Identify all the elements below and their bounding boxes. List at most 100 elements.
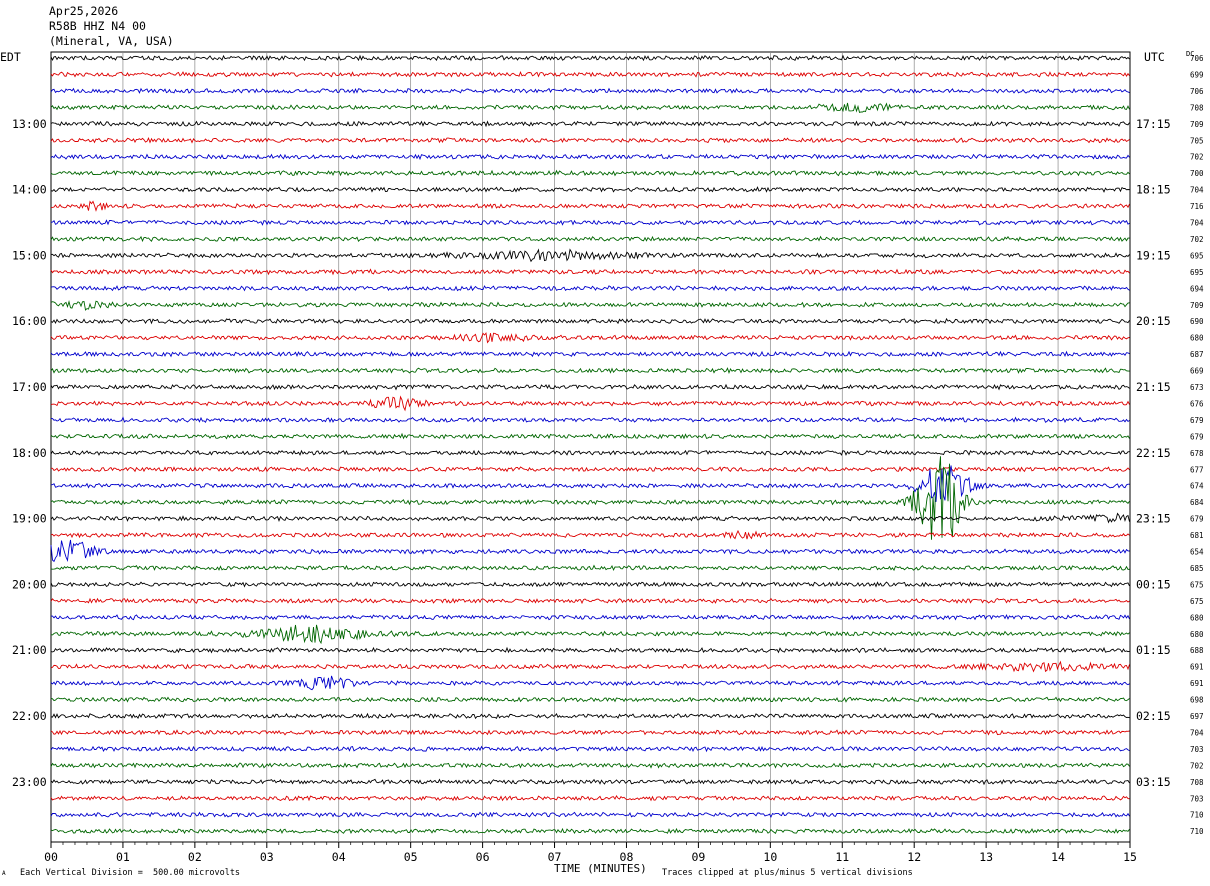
dc-offset-8: 700 <box>1190 169 1204 178</box>
dc-offset-41: 697 <box>1190 712 1204 721</box>
dc-offset-48: 710 <box>1190 827 1204 836</box>
dc-offset-18: 680 <box>1190 334 1204 343</box>
trace-17 <box>50 317 1130 325</box>
trace-36 <box>50 624 1130 645</box>
trace-1 <box>50 54 1130 62</box>
x-tick-label-00: 00 <box>44 850 58 864</box>
trace-20 <box>50 367 1130 375</box>
dc-offset-39: 691 <box>1190 679 1204 688</box>
dc-offset-9: 704 <box>1190 186 1204 195</box>
trace-14 <box>50 268 1130 276</box>
trace-40 <box>50 696 1130 703</box>
trace-48 <box>50 827 1130 835</box>
dc-offset-10: 716 <box>1190 202 1204 211</box>
dc-offset-40: 698 <box>1190 696 1204 705</box>
dc-offset-26: 677 <box>1190 465 1204 474</box>
x-tick-label-13: 13 <box>979 850 993 864</box>
right-hour-label-22:15: 22:15 <box>1136 446 1171 460</box>
dc-offset-6: 705 <box>1190 136 1204 145</box>
trace-26 <box>50 465 1130 473</box>
dc-offset-25: 678 <box>1190 449 1204 458</box>
right-hour-label-23:15: 23:15 <box>1136 512 1171 526</box>
x-tick-label-15: 15 <box>1123 850 1137 864</box>
right-hour-label-18:15: 18:15 <box>1136 183 1171 197</box>
left-hour-label-17:00: 17:00 <box>12 380 47 394</box>
x-tick-label-01: 01 <box>116 850 130 864</box>
trace-7 <box>50 153 1130 161</box>
right-hour-label-20:15: 20:15 <box>1136 314 1171 328</box>
dc-offset-30: 681 <box>1190 531 1204 540</box>
trace-41 <box>50 712 1130 720</box>
trace-21 <box>50 383 1130 391</box>
header-date: Apr25,2026 <box>49 4 119 18</box>
dc-offset-37: 688 <box>1190 646 1204 655</box>
right-hour-label-17:15: 17:15 <box>1136 117 1171 131</box>
trace-24 <box>50 432 1130 440</box>
trace-16 <box>50 300 1130 311</box>
trace-4 <box>50 102 1130 113</box>
plot-frame <box>50 51 1131 843</box>
dc-offset-24: 679 <box>1190 432 1204 441</box>
corner-mark: A <box>2 870 6 877</box>
dc-offset-3: 706 <box>1190 87 1204 96</box>
trace-37 <box>50 646 1130 654</box>
x-tick-label-14: 14 <box>1051 850 1065 864</box>
x-tick-label-04: 04 <box>332 850 346 864</box>
dc-offset-22: 676 <box>1190 399 1204 408</box>
left-hour-label-21:00: 21:00 <box>12 643 47 657</box>
x-tick-label-12: 12 <box>907 850 921 864</box>
dc-offset-36: 680 <box>1190 630 1204 639</box>
trace-12 <box>50 235 1130 243</box>
right-hour-label-01:15: 01:15 <box>1136 643 1171 657</box>
trace-15 <box>50 285 1130 292</box>
right-hour-label-21:15: 21:15 <box>1136 380 1171 394</box>
dc-offset-19: 687 <box>1190 350 1204 359</box>
trace-13 <box>50 248 1130 263</box>
dc-offset-46: 703 <box>1190 794 1204 803</box>
trace-2 <box>50 70 1130 78</box>
trace-33 <box>50 581 1130 588</box>
trace-19 <box>50 350 1130 358</box>
right-hour-label-03:15: 03:15 <box>1136 775 1171 789</box>
dc-offset-28: 684 <box>1190 498 1204 507</box>
right-timezone-label: UTC <box>1144 50 1165 64</box>
header-station: R58B HHZ N4 00 <box>49 19 146 33</box>
trace-31 <box>50 539 1130 563</box>
right-hour-label-00:15: 00:15 <box>1136 577 1171 591</box>
trace-18 <box>50 332 1130 344</box>
left-timezone-label: EDT <box>0 50 21 64</box>
right-hour-label-19:15: 19:15 <box>1136 248 1171 262</box>
left-hour-label-18:00: 18:00 <box>12 446 47 460</box>
trace-30 <box>50 529 1130 540</box>
trace-10 <box>50 200 1130 212</box>
dc-offset-42: 704 <box>1190 728 1204 737</box>
trace-5 <box>50 120 1130 128</box>
trace-11 <box>50 219 1130 226</box>
trace-42 <box>50 729 1130 736</box>
dc-offset-13: 695 <box>1190 251 1204 260</box>
trace-22 <box>50 395 1130 412</box>
trace-3 <box>50 87 1130 94</box>
trace-28 <box>50 456 1130 540</box>
trace-44 <box>50 762 1130 769</box>
dc-offset-47: 710 <box>1190 811 1204 820</box>
trace-23 <box>50 416 1130 424</box>
dc-offset-35: 680 <box>1190 613 1204 622</box>
left-hour-label-13:00: 13:00 <box>12 117 47 131</box>
dc-offset-17: 690 <box>1190 317 1204 326</box>
x-tick-label-09: 09 <box>691 850 705 864</box>
trace-25 <box>50 449 1130 456</box>
left-hour-label-15:00: 15:00 <box>12 248 47 262</box>
trace-46 <box>50 795 1130 802</box>
dc-offset-29: 679 <box>1190 515 1204 524</box>
dc-offset-15: 694 <box>1190 284 1204 293</box>
trace-29 <box>50 512 1130 524</box>
clip-note: Traces clipped at plus/minus 5 vertical … <box>662 868 913 878</box>
right-hour-label-02:15: 02:15 <box>1136 709 1171 723</box>
left-hour-label-16:00: 16:00 <box>12 314 47 328</box>
dc-offset-4: 708 <box>1190 103 1204 112</box>
x-tick-label-10: 10 <box>763 850 777 864</box>
x-tick-label-03: 03 <box>260 850 274 864</box>
trace-9 <box>50 186 1130 193</box>
